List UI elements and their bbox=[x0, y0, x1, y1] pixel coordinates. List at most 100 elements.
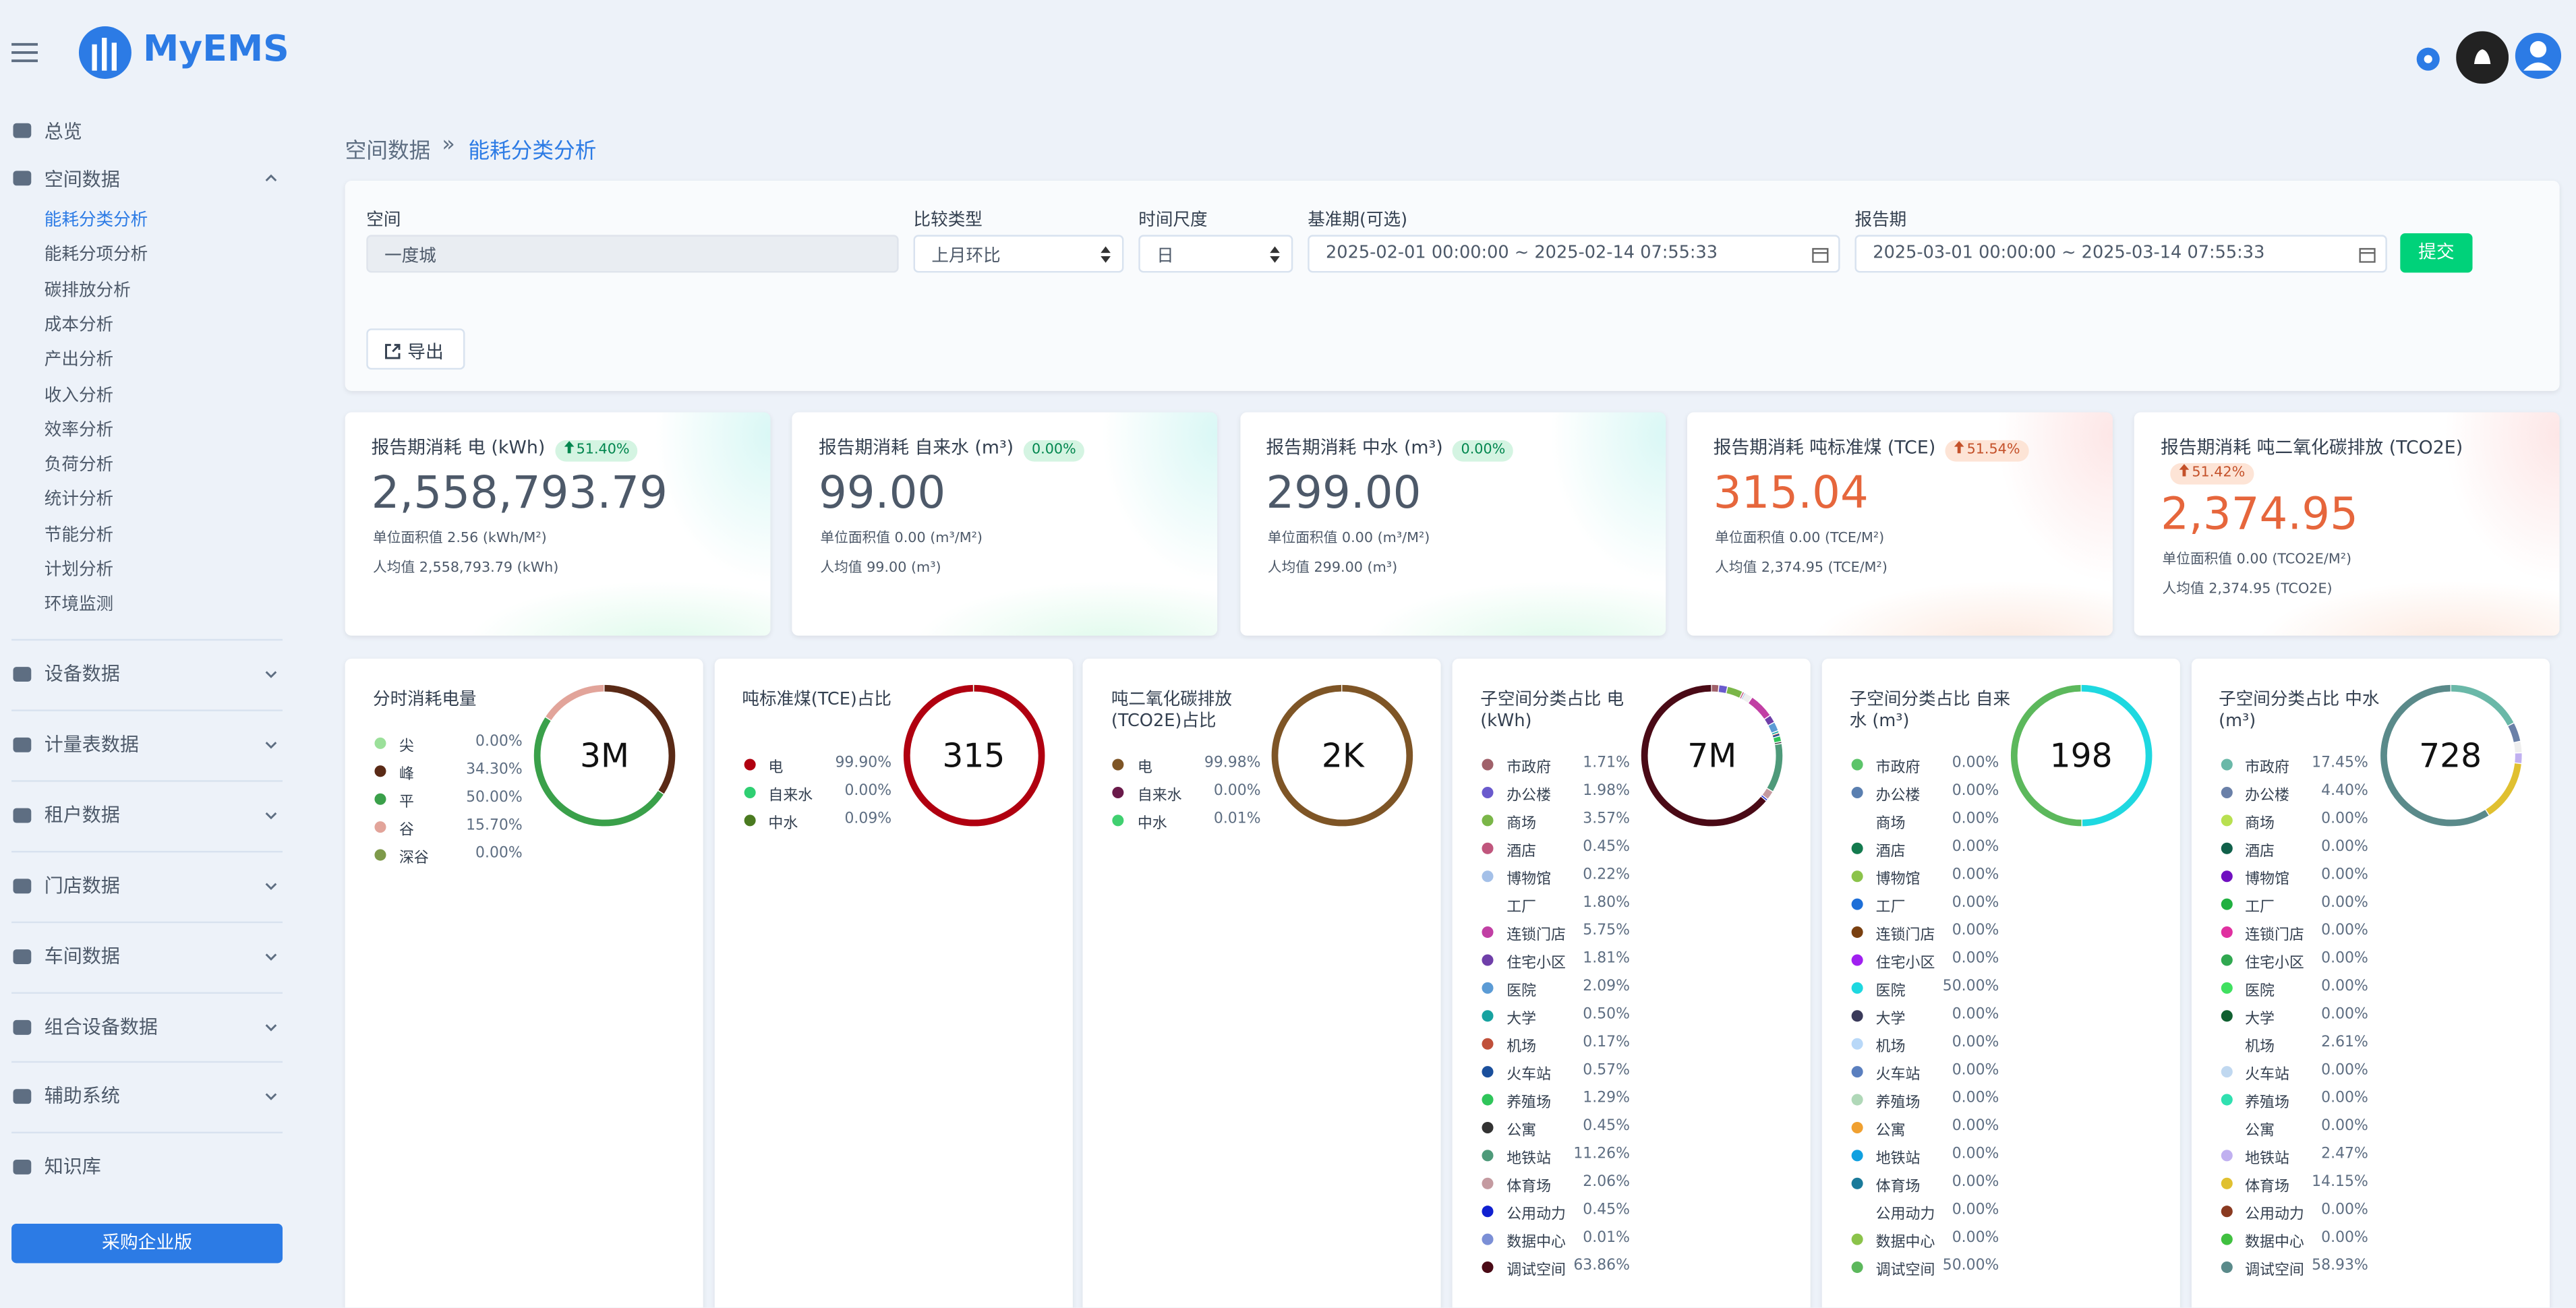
nav-item[interactable]: 辅助系统 bbox=[45, 1083, 120, 1109]
legend-dot bbox=[1851, 1234, 1863, 1245]
breadcrumb-separator: » bbox=[442, 133, 455, 158]
legend-share: 0.00% bbox=[1920, 1230, 1999, 1247]
legend-share: 0.01% bbox=[1182, 811, 1261, 827]
legend-dot bbox=[374, 738, 386, 749]
kpi-per-area: 单位面积值 0.00 (m³/M²) bbox=[1268, 527, 1430, 547]
legend-name: 大学 bbox=[2245, 1007, 2275, 1028]
legend-dot bbox=[1851, 814, 1863, 826]
legend-name: 养殖场 bbox=[2245, 1091, 2289, 1112]
nav-icon bbox=[11, 167, 33, 187]
donut-total: 2K bbox=[1267, 736, 1418, 775]
nav-item[interactable]: 知识库 bbox=[45, 1154, 101, 1180]
legend-share: 0.45% bbox=[1551, 839, 1630, 856]
legend-dot bbox=[2221, 759, 2232, 771]
legend-dot bbox=[1482, 1038, 1494, 1050]
legend-dot bbox=[1482, 1150, 1494, 1161]
nav-subitem[interactable]: 能耗分类分析 bbox=[45, 207, 148, 232]
field-input[interactable]: 2025-03-01 00:00:00 ~ 2025-03-14 07:55:3… bbox=[1854, 235, 2387, 272]
nav-item[interactable]: 组合设备数据 bbox=[45, 1013, 158, 1039]
legend-name: 大学 bbox=[1876, 1007, 1906, 1028]
nav-item[interactable]: 空间数据 bbox=[45, 166, 120, 192]
legend-dot bbox=[1482, 954, 1494, 965]
submit-button[interactable]: 提交 bbox=[2400, 233, 2472, 272]
kpi-per-capita: 人均值 99.00 (m³) bbox=[820, 557, 941, 576]
legend-name: 体育场 bbox=[1506, 1175, 1551, 1196]
nav-item[interactable]: 门店数据 bbox=[45, 872, 120, 898]
breadcrumb-parent[interactable]: 空间数据 bbox=[345, 133, 431, 164]
nav-subitem[interactable]: 碳排放分析 bbox=[45, 277, 131, 302]
legend-share: 63.86% bbox=[1551, 1258, 1630, 1274]
legend-share: 0.00% bbox=[1920, 1175, 1999, 1191]
kpi-value: 299.00 bbox=[1266, 468, 1421, 519]
nav-icon bbox=[11, 945, 33, 965]
field-input[interactable]: 上月环比 bbox=[914, 235, 1124, 272]
kpi-card: 报告期消耗 电 (kWh)51.40%2,558,793.79单位面积值 2.5… bbox=[345, 412, 771, 635]
donut-total: 315 bbox=[898, 736, 1049, 775]
legend-dot bbox=[1482, 1094, 1494, 1106]
legend-share: 0.00% bbox=[1920, 1146, 1999, 1162]
nav-item[interactable]: 设备数据 bbox=[45, 660, 120, 686]
nav-subitem[interactable]: 成本分析 bbox=[45, 312, 113, 337]
legend-name: 酒店 bbox=[2245, 839, 2275, 861]
field-input[interactable]: 2025-02-01 00:00:00 ~ 2025-02-14 07:55:3… bbox=[1308, 235, 1840, 272]
kpi-change-value: 51.42% bbox=[2192, 465, 2245, 481]
field-label: 基准期(可选) bbox=[1308, 207, 1407, 232]
export-button[interactable]: 导出 bbox=[366, 328, 465, 369]
cta-button[interactable]: 采购企业版 bbox=[11, 1224, 283, 1263]
kpi-title: 报告期消耗 自来水 (m³) bbox=[819, 437, 1014, 458]
nav-icon bbox=[11, 804, 33, 824]
donut-total: 3M bbox=[529, 736, 680, 775]
nav-subitem[interactable]: 节能分析 bbox=[45, 522, 113, 547]
breakdown-title: 子空间分类占比 电(kWh) bbox=[1480, 690, 1651, 732]
nav-icon bbox=[11, 1016, 33, 1036]
donut-total: 728 bbox=[2375, 736, 2526, 775]
legend-share: 2.09% bbox=[1551, 979, 1630, 995]
legend-share: 0.00% bbox=[2289, 1007, 2368, 1023]
legend-name: 工厂 bbox=[1506, 895, 1536, 917]
nav-item[interactable]: 总览 bbox=[45, 118, 82, 144]
nav-subitem[interactable]: 计划分析 bbox=[45, 557, 113, 582]
kpi-value: 315.04 bbox=[1714, 468, 1869, 519]
nav-subitem[interactable]: 负荷分析 bbox=[45, 452, 113, 477]
field-value: 日 bbox=[1157, 243, 1174, 268]
legend-dot bbox=[2221, 1178, 2232, 1189]
nav-subitem[interactable]: 产出分析 bbox=[45, 347, 113, 371]
up-arrow bbox=[2179, 463, 2190, 476]
field-input[interactable]: 一度城 bbox=[366, 235, 898, 272]
nav-subitem[interactable]: 统计分析 bbox=[45, 487, 113, 512]
legend-share: 0.00% bbox=[1920, 839, 1999, 856]
legend-name: 博物馆 bbox=[1876, 867, 1921, 889]
legend-name: 大学 bbox=[1506, 1007, 1536, 1028]
legend-dot bbox=[1851, 759, 1863, 771]
breakdown-title: 吨二氧化碳排放(TCO2E)占比 bbox=[1111, 690, 1282, 732]
nav-item[interactable]: 计量表数据 bbox=[45, 731, 139, 757]
legend-share: 5.75% bbox=[1551, 923, 1630, 939]
legend-dot bbox=[744, 759, 755, 771]
legend-dot bbox=[1851, 1066, 1863, 1077]
legend-name: 医院 bbox=[1876, 979, 1906, 1001]
breadcrumb-current: 能耗分类分析 bbox=[468, 133, 596, 164]
legend-dot bbox=[2221, 1150, 2232, 1161]
legend-dot bbox=[1851, 1094, 1863, 1106]
field-label: 报告期 bbox=[1854, 207, 1906, 232]
field-input[interactable]: 日 bbox=[1138, 235, 1293, 272]
legend-dot bbox=[2221, 1038, 2232, 1050]
nav-subitem[interactable]: 收入分析 bbox=[45, 382, 113, 407]
nav-item[interactable]: 租户数据 bbox=[45, 801, 120, 827]
nav-subitem[interactable]: 效率分析 bbox=[45, 417, 113, 442]
legend-name: 电 bbox=[768, 756, 783, 777]
legend-share: 99.98% bbox=[1182, 756, 1261, 772]
nav-subitem[interactable]: 能耗分项分析 bbox=[45, 242, 148, 267]
legend-share: 0.00% bbox=[2289, 923, 2368, 939]
legend-name: 公寓 bbox=[2245, 1119, 2275, 1140]
notifications-button bbox=[2456, 31, 2509, 84]
nav-subitem[interactable]: 环境监测 bbox=[45, 592, 113, 617]
legend-dot bbox=[1482, 1206, 1494, 1217]
legend-dot bbox=[744, 814, 755, 826]
nav-item[interactable]: 车间数据 bbox=[45, 942, 120, 968]
chevron bbox=[264, 952, 277, 962]
legend-name: 博物馆 bbox=[2245, 867, 2289, 889]
legend-name: 峰 bbox=[399, 762, 414, 783]
legend-name: 办公楼 bbox=[2245, 783, 2289, 805]
legend-share: 1.71% bbox=[1551, 756, 1630, 772]
